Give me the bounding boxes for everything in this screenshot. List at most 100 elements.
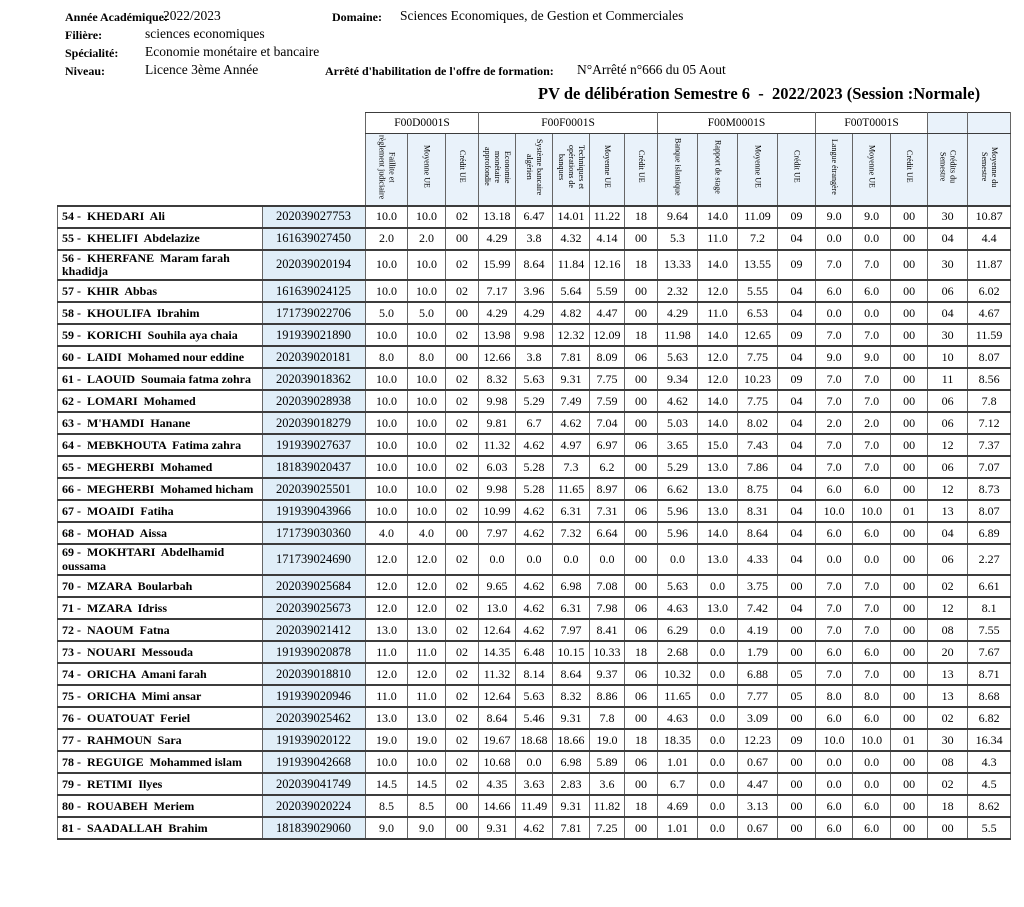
grade-cell: 10.0: [407, 455, 446, 480]
grade-cell: 3.65: [657, 433, 699, 458]
domain-label: Domaine:: [332, 10, 382, 24]
unit-group-code: F00D0001S: [364, 112, 480, 134]
grade-cell: 10.0: [365, 204, 408, 229]
grade-cell: 0.0: [697, 684, 739, 709]
grade-cell: 02: [444, 706, 480, 731]
grade-cell: 18: [624, 204, 659, 229]
grade-cell: 30: [927, 204, 969, 229]
grade-cell: 2.27: [967, 543, 1012, 577]
grade-cell: 8.86: [589, 684, 626, 709]
academic-year-label: Année Académique:: [65, 10, 168, 24]
grade-cell: 0.0: [852, 772, 892, 797]
grade-cell: 00: [624, 772, 659, 797]
table-row: 66 - MEGHERBI Mohamed hicham 202039025501…: [57, 477, 1012, 502]
column-header-label: Banque islamique: [673, 137, 683, 196]
grade-cell: 7.59: [589, 389, 626, 414]
column-header: Crédit UE: [624, 133, 659, 206]
grade-cell: 7.81: [552, 345, 591, 370]
grade-cell: 13.0: [478, 596, 517, 621]
grade-cell: 7.75: [589, 367, 626, 392]
grade-cell: 6.2: [589, 455, 626, 480]
grade-cell: 02: [444, 640, 480, 665]
grade-cell: 00: [890, 477, 929, 502]
grade-cell: 10.0: [815, 499, 854, 524]
student-name-cell: 57 - KHIR Abbas: [57, 279, 263, 304]
grade-cell: 9.0: [365, 816, 408, 841]
grade-cell: 12: [927, 477, 969, 502]
grade-cell: 10.0: [365, 323, 408, 348]
grade-cell: 7.75: [737, 345, 779, 370]
grade-cell: 7.25: [589, 816, 626, 841]
grade-cell: 04: [777, 433, 817, 458]
grade-cell: 5.28: [515, 455, 554, 480]
grade-cell: 7.0: [852, 248, 892, 282]
grade-cell: 02: [444, 574, 480, 599]
grade-cell: 6.61: [967, 574, 1012, 599]
table-body: 54 - KHEDARI Ali 202039027753 10.0 10.0 02 13…: [57, 204, 1012, 841]
grade-cell: 6.97: [589, 433, 626, 458]
grade-cell: 0.0: [697, 816, 739, 841]
grade-cell: 1.01: [657, 750, 699, 775]
grade-cell: 00: [444, 816, 480, 841]
column-header: Banque islamique: [657, 133, 699, 206]
grade-cell: 02: [444, 772, 480, 797]
grade-cell: 00: [890, 662, 929, 687]
column-header-label: Moyenne du Semestre: [980, 146, 1000, 187]
grade-cell: 10.0: [365, 279, 408, 304]
grade-cell: 0.0: [697, 574, 739, 599]
grade-cell: 10.0: [407, 279, 446, 304]
filiere-label: Filière:: [65, 28, 103, 42]
grade-cell: 10.68: [478, 750, 517, 775]
grade-cell: 00: [624, 279, 659, 304]
grade-cell: 14.0: [697, 521, 739, 546]
grade-cell: 11.98: [657, 323, 699, 348]
student-id-cell: 191939021890: [262, 323, 366, 348]
grade-cell: 6.89: [967, 521, 1012, 546]
grade-cell: 9.0: [815, 345, 854, 370]
grade-cell: 8.07: [967, 499, 1012, 524]
grade-cell: 02: [444, 204, 480, 229]
grade-cell: 10.0: [407, 499, 446, 524]
grade-cell: 00: [890, 455, 929, 480]
grade-cell: 0.67: [737, 750, 779, 775]
grade-cell: 11.84: [552, 248, 591, 282]
grade-cell: 00: [890, 684, 929, 709]
grade-cell: 9.31: [552, 706, 591, 731]
grade-cell: 8.0: [365, 345, 408, 370]
grade-cell: 02: [444, 411, 480, 436]
grade-cell: 0.67: [737, 816, 779, 841]
column-header: Faillite et règlement judiciaire: [365, 133, 408, 206]
student-id-cell: 171739024690: [262, 543, 366, 577]
grade-cell: 00: [890, 279, 929, 304]
grade-cell: 9.98: [478, 477, 517, 502]
table-row: 80 - ROUABEH Meriem 202039020224 8.5 8.5 00 1…: [57, 794, 1012, 819]
grade-cell: 04: [777, 345, 817, 370]
grade-cell: 11.32: [478, 433, 517, 458]
grade-cell: 10.0: [365, 455, 408, 480]
grade-cell: 4.82: [552, 301, 591, 326]
grade-cell: 00: [890, 433, 929, 458]
grade-cell: 6.82: [967, 706, 1012, 731]
grade-cell: 02: [444, 750, 480, 775]
grade-cell: 4.62: [657, 389, 699, 414]
grade-cell: 14.0: [697, 411, 739, 436]
grade-cell: 11.32: [478, 662, 517, 687]
grade-cell: 6.88: [737, 662, 779, 687]
grade-cell: 8.32: [478, 367, 517, 392]
grade-cell: 02: [444, 499, 480, 524]
student-id-cell: 191939020878: [262, 640, 366, 665]
column-header-label: Rapport de stage: [713, 139, 723, 194]
grade-cell: 18: [624, 323, 659, 348]
grade-cell: 7.8: [589, 706, 626, 731]
unit-group-code: F00T0001S: [815, 112, 929, 134]
grade-cell: 11.09: [737, 204, 779, 229]
student-id-cell: 202039021412: [262, 618, 366, 643]
table-row: 58 - KHOULIFA Ibrahim 171739022706 5.0 5.0 0…: [57, 301, 1012, 326]
grade-cell: 00: [624, 574, 659, 599]
grade-cell: 7.81: [552, 816, 591, 841]
grade-cell: 00: [624, 706, 659, 731]
grade-cell: 7.12: [967, 411, 1012, 436]
grade-cell: 7.0: [815, 367, 854, 392]
grade-cell: 10.15: [552, 640, 591, 665]
grade-cell: 7.77: [737, 684, 779, 709]
